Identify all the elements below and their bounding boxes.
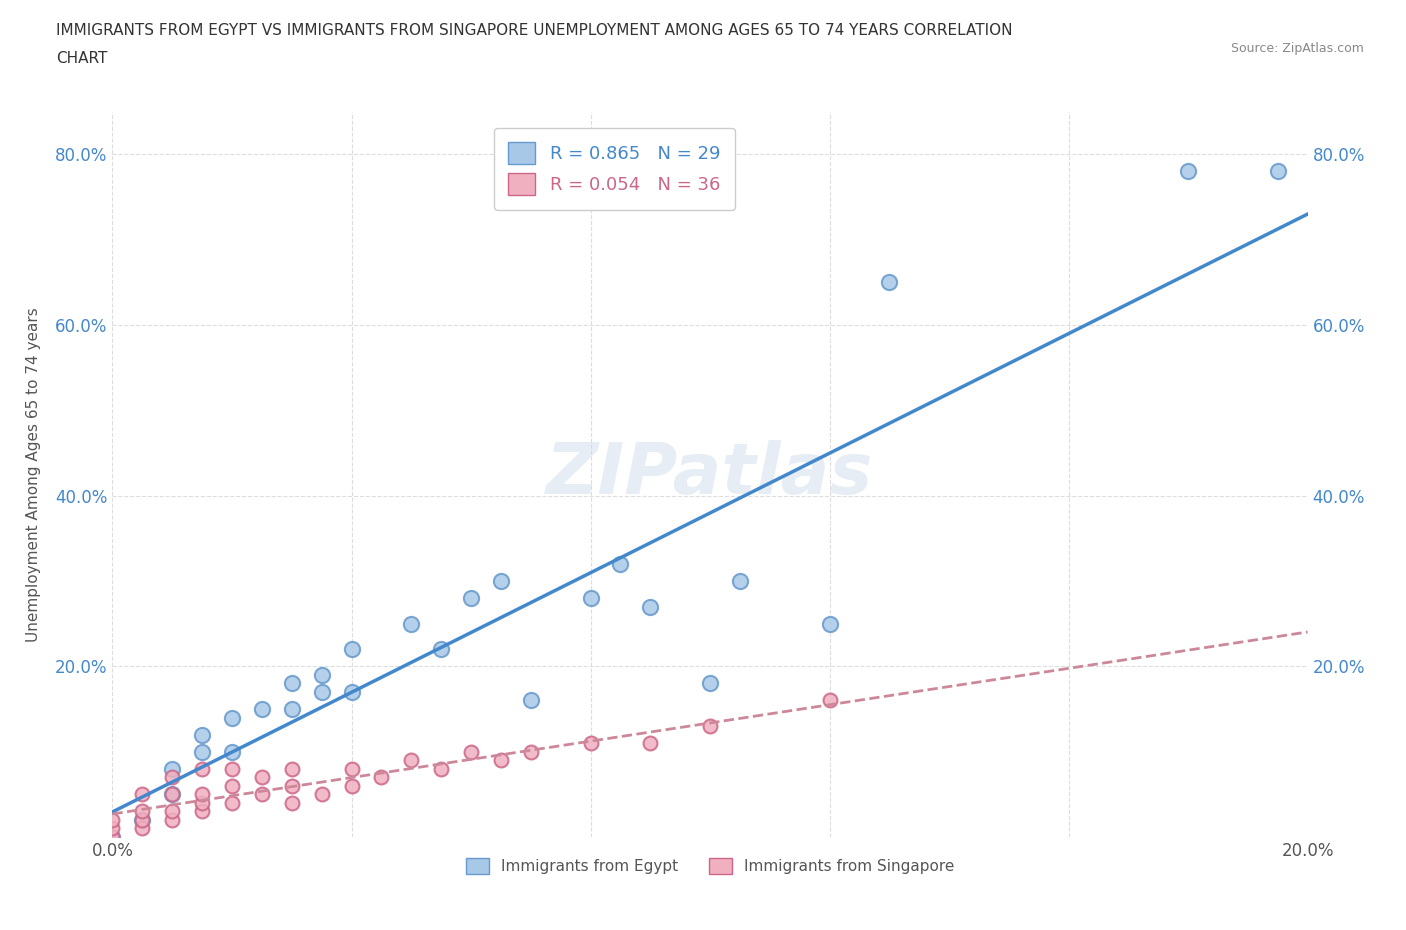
Point: [101, 830, 124, 844]
Legend: Immigrants from Egypt, Immigrants from Singapore: Immigrants from Egypt, Immigrants from S…: [460, 852, 960, 880]
Point: [311, 668, 333, 683]
Point: [699, 719, 721, 734]
Point: [579, 736, 602, 751]
Point: [1177, 164, 1199, 179]
Point: [370, 770, 392, 785]
Point: [101, 821, 124, 836]
Point: [489, 574, 512, 589]
Point: [131, 813, 153, 828]
Text: Source: ZipAtlas.com: Source: ZipAtlas.com: [1230, 42, 1364, 55]
Point: [221, 795, 243, 810]
Point: [191, 787, 214, 802]
Point: [191, 727, 214, 742]
Point: [101, 813, 124, 828]
Point: [311, 684, 333, 699]
Point: [131, 787, 153, 802]
Point: [281, 778, 304, 793]
Point: [131, 813, 153, 828]
Point: [221, 744, 243, 759]
Point: [489, 752, 512, 767]
Point: [430, 762, 453, 777]
Point: [460, 744, 482, 759]
Point: [221, 711, 243, 725]
Point: [162, 762, 183, 777]
Point: [640, 599, 662, 614]
Point: [401, 617, 423, 631]
Point: [281, 676, 304, 691]
Point: [699, 676, 721, 691]
Point: [162, 813, 183, 828]
Point: [818, 693, 841, 708]
Point: [609, 556, 631, 571]
Point: [281, 762, 304, 777]
Point: [250, 701, 273, 716]
Point: [818, 617, 841, 631]
Point: [221, 762, 243, 777]
Point: [879, 275, 901, 290]
Point: [520, 744, 543, 759]
Text: CHART: CHART: [56, 51, 108, 66]
Point: [311, 787, 333, 802]
Point: [250, 787, 273, 802]
Point: [340, 642, 363, 657]
Point: [579, 591, 602, 605]
Point: [191, 744, 214, 759]
Text: IMMIGRANTS FROM EGYPT VS IMMIGRANTS FROM SINGAPORE UNEMPLOYMENT AMONG AGES 65 TO: IMMIGRANTS FROM EGYPT VS IMMIGRANTS FROM…: [56, 23, 1012, 38]
Point: [131, 804, 153, 818]
Point: [221, 778, 243, 793]
Point: [340, 778, 363, 793]
Point: [191, 762, 214, 777]
Point: [101, 830, 124, 844]
Point: [250, 770, 273, 785]
Point: [430, 642, 453, 657]
Y-axis label: Unemployment Among Ages 65 to 74 years: Unemployment Among Ages 65 to 74 years: [27, 307, 41, 642]
Point: [162, 787, 183, 802]
Point: [520, 693, 543, 708]
Point: [281, 795, 304, 810]
Point: [162, 804, 183, 818]
Point: [191, 804, 214, 818]
Point: [340, 762, 363, 777]
Point: [281, 701, 304, 716]
Point: [460, 591, 482, 605]
Point: [401, 752, 423, 767]
Text: ZIPatlas: ZIPatlas: [547, 440, 873, 509]
Point: [162, 787, 183, 802]
Point: [162, 770, 183, 785]
Point: [640, 736, 662, 751]
Point: [340, 684, 363, 699]
Point: [131, 821, 153, 836]
Point: [1267, 164, 1289, 179]
Point: [191, 795, 214, 810]
Point: [728, 574, 751, 589]
